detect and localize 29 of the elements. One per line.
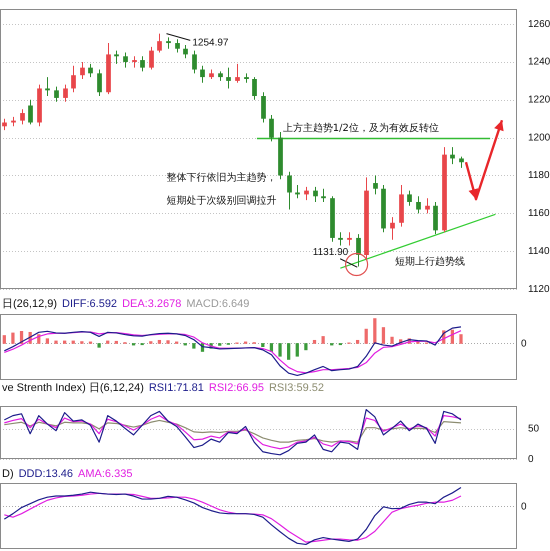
series-label: DDD:13.46 bbox=[18, 468, 74, 480]
chart-title: D) bbox=[2, 468, 14, 480]
text: DIFF:6.592 bbox=[62, 298, 118, 310]
y-tick-label: 1240 bbox=[528, 56, 550, 68]
y-tick-label: 1260 bbox=[528, 18, 550, 30]
annotation: 1131.90 bbox=[312, 246, 349, 258]
annotation: 整体下行依旧为主趋势， bbox=[166, 172, 276, 184]
y-tick-label: 1220 bbox=[528, 94, 550, 106]
y-tick-label: 1200 bbox=[528, 132, 550, 144]
annotation: 1254.97 bbox=[192, 37, 229, 48]
chart-title: 日(26,12,9) bbox=[2, 298, 58, 310]
annotation: 短期上行趋势线 bbox=[394, 255, 465, 268]
text: RSI3:59.52 bbox=[268, 382, 324, 394]
annotation: 短期处于次级别回调拉升 bbox=[166, 194, 276, 207]
y-tick-label: 1180 bbox=[528, 170, 550, 182]
y-tick-label: 50 bbox=[528, 424, 540, 435]
text: MACD:6.649 bbox=[186, 298, 250, 310]
ref-line-label: 上方主趋势1/2位，及为有效反转位 bbox=[282, 122, 439, 134]
y-tick-label: 1140 bbox=[528, 246, 550, 257]
series-label: AMA:6.335 bbox=[78, 468, 132, 480]
y-tick-label: 1120 bbox=[528, 284, 550, 295]
ref-line-label: 0 bbox=[521, 501, 527, 512]
y-tick-label: 1160 bbox=[528, 208, 550, 220]
text: DEA:3.2678 bbox=[122, 298, 182, 310]
text: RSI2:66.95 bbox=[208, 382, 264, 394]
ref-line-label: 0 bbox=[521, 338, 527, 350]
y-tick-label: 0 bbox=[528, 454, 534, 465]
chart-title: ve Strenth Index) 日(6,12,24) bbox=[2, 382, 144, 394]
series-label: RSI1:71.81 bbox=[148, 382, 204, 394]
